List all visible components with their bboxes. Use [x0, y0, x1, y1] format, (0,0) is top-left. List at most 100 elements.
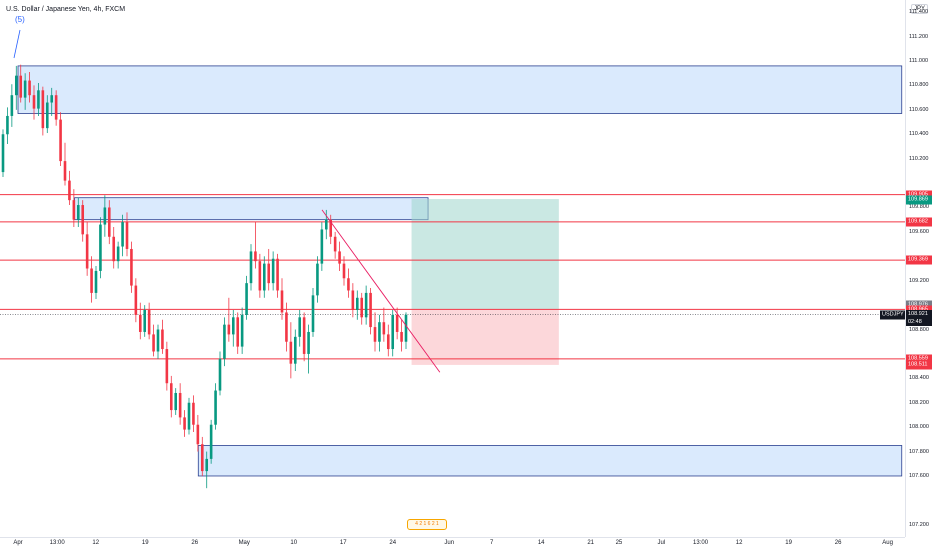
price-tick-label: 111.200 — [909, 33, 929, 40]
price-level-badge: 109.905 — [906, 190, 932, 200]
economic-events-marker[interactable]: 4 2 1 6 2 1 — [407, 519, 447, 530]
candle-body — [103, 207, 107, 225]
price-level-badge: 109.682 — [906, 217, 932, 227]
candle-body — [404, 314, 408, 342]
candle-body — [311, 295, 315, 332]
candle-body — [85, 234, 89, 269]
time-tick-label: 19 — [141, 540, 149, 546]
candle-body — [32, 95, 36, 109]
price-tick-label: 108.400 — [909, 375, 929, 382]
time-tick-label: 19 — [785, 540, 792, 546]
price-tick-label: 108.000 — [909, 424, 929, 431]
candle-body — [156, 329, 160, 352]
candle-body — [143, 309, 147, 332]
candle-body — [99, 224, 102, 271]
candle-body — [262, 263, 266, 291]
candle-body — [373, 327, 377, 342]
candle-body — [302, 317, 306, 354]
candle-body — [205, 458, 209, 472]
price-tick-label: 107.600 — [909, 472, 929, 479]
time-tick-label: 12 — [92, 540, 100, 546]
time-tick-label: Aug — [882, 540, 893, 546]
price-tick-label: 111.000 — [909, 58, 929, 65]
price-level-badge: 109.369 — [906, 255, 932, 265]
candle-body — [347, 278, 350, 291]
candle-body — [329, 219, 333, 237]
candle-body — [360, 297, 364, 318]
candle-body — [280, 290, 284, 313]
candle-body — [68, 180, 71, 201]
elliott-wave-label[interactable]: (5) — [15, 15, 25, 24]
price-axis[interactable]: JPY 111.400 111.200 111.000 110.800 110.600 1… — [905, 0, 932, 537]
candle-body — [214, 390, 217, 425]
price-tick-label: 107.800 — [909, 448, 929, 455]
candle-body — [178, 392, 182, 418]
price-tick-label: 110.400 — [909, 131, 929, 138]
candle-body — [112, 236, 116, 262]
time-tick-label: 26 — [834, 540, 842, 546]
candle-body — [364, 292, 368, 318]
time-tick-label: 24 — [389, 540, 397, 546]
candle-body — [289, 341, 293, 364]
candle-body — [94, 270, 98, 293]
time-tick-label: Jul — [657, 540, 666, 546]
wave-marker-line — [13, 29, 21, 59]
candle-body — [10, 95, 14, 116]
candle-body — [267, 263, 271, 284]
candle-body — [28, 80, 31, 96]
time-tick-label: 12 — [735, 540, 743, 546]
time-tick-label: 21 — [587, 540, 594, 546]
candle-body — [382, 322, 386, 335]
candle-body — [391, 314, 395, 350]
candle-body — [316, 263, 319, 296]
candle-body — [293, 336, 297, 364]
time-tick-label: 7 — [490, 540, 494, 546]
candle-body — [258, 261, 262, 291]
candle-body — [351, 290, 355, 310]
price-tick-label: 110.800 — [909, 82, 929, 89]
time-tick-label: Jun — [444, 540, 455, 546]
time-tick-label: 10 — [290, 540, 298, 546]
candle-body — [125, 222, 129, 249]
candle-body — [209, 424, 213, 459]
price-tick-label: 109.800 — [909, 204, 929, 211]
candle-body — [174, 392, 178, 411]
current-price-badge: 108.921 02:48 — [906, 309, 932, 326]
price-tick-label: 109.600 — [909, 228, 929, 235]
candle-body — [72, 200, 76, 220]
candle-body — [298, 317, 302, 337]
currency-button[interactable]: JPY — [910, 4, 928, 14]
demand-supply-zone-1 — [74, 197, 429, 221]
candle-body — [285, 312, 288, 342]
candle-body — [14, 75, 18, 96]
candle-body — [254, 251, 257, 262]
candle-body — [41, 90, 45, 129]
candle-body — [386, 334, 390, 350]
candle-body — [342, 263, 346, 279]
position-target-zone — [411, 199, 559, 310]
candle-body — [249, 251, 253, 284]
time-tick-label: 13:00 — [49, 540, 65, 546]
candle-body — [240, 314, 244, 347]
candle-body — [395, 314, 399, 332]
price-tick-label: 108.200 — [909, 399, 929, 406]
time-tick-label: Apr — [13, 540, 23, 546]
candle-body — [1, 134, 5, 173]
candlestick-chart[interactable] — [0, 0, 905, 537]
symbol-tag: USDJPY — [880, 310, 905, 320]
candle-body — [19, 75, 23, 98]
time-tick-label: 14 — [537, 540, 545, 546]
candle-body — [355, 297, 359, 310]
candle-body — [400, 331, 403, 342]
candle-body — [307, 331, 310, 354]
time-axis[interactable]: Apr 13:00 12 19 26 May 10 17 24 Jun 7 14 21 25 Jul 13:0… — [0, 537, 905, 550]
trendline — [321, 209, 441, 373]
price-level-badge: 108.976 — [906, 300, 932, 310]
symbol-title[interactable]: U.S. Dollar / Japanese Yen, 4h, FXCM — [6, 6, 126, 13]
price-level-badge: 109.869 — [906, 195, 932, 205]
candle-body — [165, 349, 169, 384]
chart-canvas[interactable]: U.S. Dollar / Japanese Yen, 4h, FXCM (5)… — [0, 0, 905, 537]
candle-body — [121, 222, 124, 247]
price-tick-label: 110.200 — [909, 155, 929, 162]
demand-supply-zone-0 — [17, 65, 903, 114]
